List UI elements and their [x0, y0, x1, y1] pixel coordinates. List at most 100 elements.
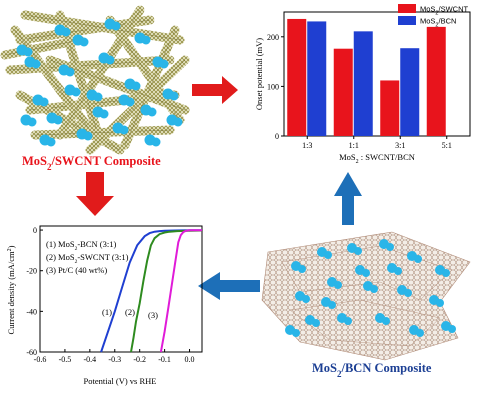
- line-x-tick-label-3: -0.3: [108, 355, 121, 364]
- bcn-sphere-b-9: [404, 289, 412, 297]
- bcn-sphere-b-17: [362, 269, 370, 277]
- line-x-tick-label-6: 0.0: [185, 355, 195, 364]
- bar-chart-frame: [283, 11, 471, 137]
- curve-label-2: (2): [125, 307, 135, 317]
- mos2-sphere-b-13: [46, 137, 56, 147]
- mos2-sphere-b-12: [169, 91, 179, 101]
- mos2-sphere-b-5: [79, 37, 89, 47]
- bar-y-tick-label-2: 200: [267, 33, 279, 42]
- legend-swatch-swcnt: [398, 4, 416, 13]
- mos2-sphere-b-16: [111, 21, 121, 31]
- bcn-sphere-b-18: [394, 267, 402, 275]
- legend-swatch-bcn: [398, 16, 416, 25]
- curve-label-3: (3): [148, 310, 158, 320]
- line-y-tick-label-2: -40: [26, 307, 37, 316]
- polarization-curve-2: [130, 229, 203, 353]
- bar-chart-ylabel: Onset potential (mV): [254, 38, 264, 110]
- mos2-sphere-b-2: [39, 97, 49, 107]
- nanotube-edge-10: [34, 129, 171, 136]
- bcn-composite-illustration: [261, 231, 471, 361]
- nanotube-edge-11: [124, 29, 176, 146]
- line-chart-xlabel: Potential (V) vs RHE: [84, 376, 157, 386]
- mos2-sphere-b-10: [147, 107, 157, 117]
- bar-bcn-3-1: [400, 48, 420, 136]
- mos2-sphere-b-23: [151, 137, 161, 147]
- bar-x-tick-label-1: 1:1: [349, 141, 359, 150]
- bcn-sphere-b-19: [328, 301, 336, 309]
- bar-swcnt-1-3: [287, 18, 307, 136]
- polarization-curve-3: [159, 229, 203, 353]
- bar-y-tick-label-0: 0: [275, 132, 279, 141]
- mos2-sphere-b-4: [65, 67, 75, 77]
- mos2-sphere-b-15: [141, 35, 151, 45]
- line-x-tick-label-2: -0.4: [84, 355, 97, 364]
- onset-potential-bar-chart: 1:3 1:1 3:1 5:1 0 100 200 Onset potential (mV)…: [254, 4, 471, 165]
- bar-swcnt-5-1: [426, 26, 446, 137]
- curve-label-1: (1): [102, 307, 112, 317]
- bar-swcnt-1-1: [333, 48, 353, 137]
- bar-x-tick-label-3: 5:1: [442, 141, 452, 150]
- bcn-sphere-b-2: [354, 247, 362, 255]
- nanotube-edge-13: [24, 14, 181, 41]
- arrow-right-red: [192, 76, 238, 104]
- bar-bcn-1-1: [353, 31, 373, 136]
- line-y-tick-label-0: 0: [33, 226, 37, 235]
- line-x-tick-label-5: -0.1: [158, 355, 171, 364]
- bcn-sphere-b-15: [448, 325, 456, 333]
- mos2-sphere-b-21: [125, 97, 135, 107]
- bcn-sphere-b-8: [370, 285, 378, 293]
- bar-chart-xlabel: MoS2 : SWCNT/BCN: [339, 152, 415, 165]
- legend-entry-2: (2) MoS2-SWCNT (3:1): [46, 252, 129, 265]
- bar-chart-legend: MoS2/SWCNT MoS2/BCN: [398, 4, 468, 29]
- bcn-sphere-b-12: [344, 317, 352, 325]
- mos2-sphere-b-20: [99, 109, 109, 119]
- line-x-tick-label-0: -0.6: [34, 355, 47, 364]
- bcn-sphere-b-13: [382, 317, 390, 325]
- mos2-sphere-b-1: [31, 59, 41, 69]
- bcn-sphere-b-5: [442, 269, 450, 277]
- arrow-down-red: [76, 172, 114, 216]
- bcn-sphere-b-4: [414, 255, 422, 263]
- bcn-sphere-b-1: [324, 251, 332, 259]
- polarization-line-chart: -0.6 -0.5 -0.4 -0.3 -0.2 -0.1 0.0 0 -20 -40 -60 Cu…: [6, 225, 203, 386]
- bcn-sphere-b-3: [386, 243, 394, 251]
- legend-entry-3: (3) Pt/C (40 wt%): [46, 265, 107, 275]
- bar-bcn-1-3: [307, 21, 327, 137]
- line-chart-frame: [39, 225, 203, 353]
- mos2-sphere-b-18: [173, 117, 183, 127]
- swcnt-composite-illustration: [0, 5, 190, 155]
- bcn-sphere-b-14: [416, 329, 424, 337]
- bar-x-tick-label-0: 1:3: [302, 141, 312, 150]
- swcnt-composite-label: MoS2/SWCNT Composite: [22, 154, 161, 172]
- mos2-sphere-b-0: [23, 47, 33, 57]
- legend-label-swcnt: MoS2/SWCNT: [420, 5, 468, 17]
- bar-y-tick-label-1: 100: [267, 82, 279, 91]
- line-y-tick-label-1: -20: [26, 267, 37, 276]
- line-chart-legend: (1) MoS2-BCN (3:1) (2) MoS2-SWCNT (3:1) …: [46, 239, 129, 275]
- mos2-sphere-b-11: [159, 59, 169, 69]
- bcn-sphere-b-16: [292, 329, 300, 337]
- mos2-sphere-b-19: [27, 117, 37, 127]
- mos2-sphere-b-22: [71, 87, 81, 97]
- mos2-sphere-b-6: [93, 92, 103, 102]
- mos2-sphere-b-8: [119, 125, 129, 135]
- bcn-sphere-b-6: [302, 295, 310, 303]
- legend-label-bcn: MoS2/BCN: [420, 17, 456, 29]
- bcn-composite-label: MoS2/BCN Composite: [312, 361, 432, 379]
- line-chart-ylabel: Current density (mA/cm2): [6, 245, 16, 334]
- line-y-tick-label-3: -60: [26, 348, 37, 357]
- bcn-sphere-b-0: [298, 265, 306, 273]
- bcn-sphere-b-7: [334, 281, 342, 289]
- mos2-sphere-b-14: [83, 131, 93, 141]
- bar-x-tick-label-2: 3:1: [395, 141, 405, 150]
- bar-swcnt-3-1: [380, 80, 400, 136]
- arrow-left-blue: [198, 272, 260, 300]
- arrow-up-blue: [334, 172, 362, 225]
- line-x-tick-label-4: -0.2: [133, 355, 146, 364]
- bcn-sphere-b-11: [312, 319, 320, 327]
- mos2-sphere-b-3: [53, 115, 63, 125]
- line-x-tick-label-1: -0.5: [59, 355, 72, 364]
- legend-entry-1: (1) MoS2-BCN (3:1): [46, 239, 116, 252]
- mos2-sphere-b-7: [105, 55, 115, 65]
